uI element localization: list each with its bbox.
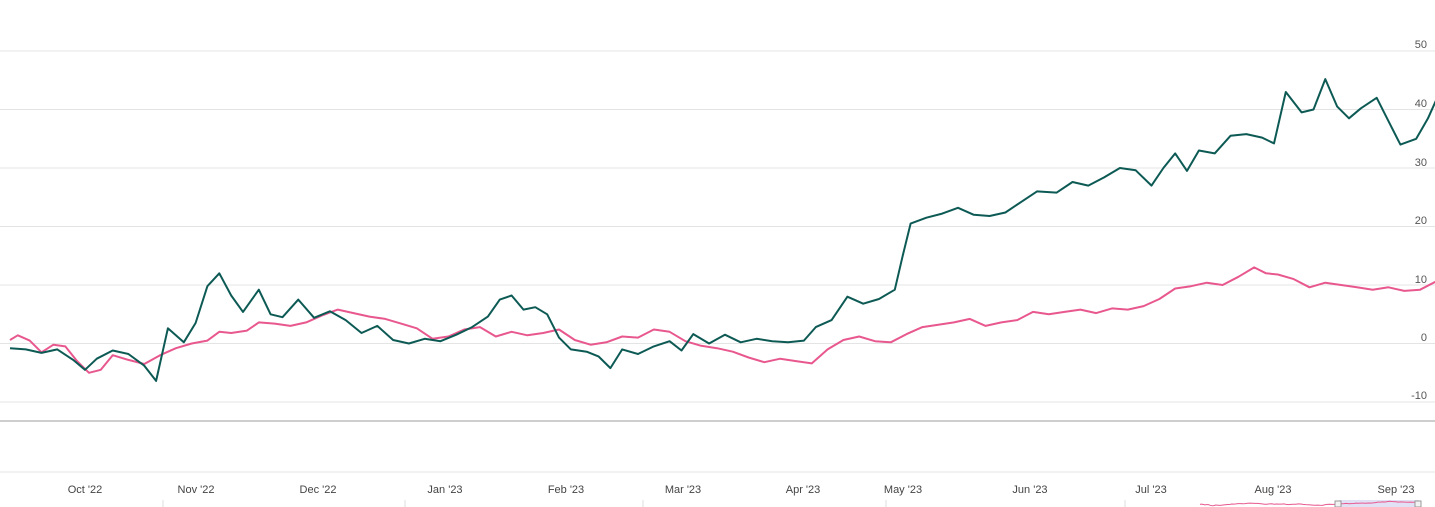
y-tick-label: 20	[1415, 215, 1427, 227]
x-tick-label: Nov '22	[178, 484, 215, 496]
y-tick-label: 10	[1415, 274, 1427, 286]
x-tick-label: Mar '23	[665, 484, 701, 496]
x-tick-label: Dec '22	[300, 484, 337, 496]
x-tick-label: Aug '23	[1255, 484, 1292, 496]
navigator-series-line	[1199, 500, 1421, 507]
x-tick-label: Oct '22	[68, 484, 103, 496]
navigator-left-handle[interactable]	[1334, 500, 1342, 507]
grid-lines	[0, 50, 1435, 403]
series-line-primary	[9, 78, 1435, 382]
y-tick-label: 0	[1421, 332, 1427, 344]
y-tick-label: -10	[1411, 390, 1427, 402]
navigator-right-handle[interactable]	[1414, 500, 1422, 507]
y-tick-label: 40	[1415, 98, 1427, 110]
x-tick-label: Jan '23	[427, 484, 462, 496]
x-tick-label: Feb '23	[548, 484, 584, 496]
series-line-secondary	[9, 266, 1435, 374]
y-tick-label: 50	[1415, 39, 1427, 51]
navigator-selection-mask[interactable]	[1339, 500, 1419, 507]
x-axis-labels: Oct '22 Nov '22 Dec '22 Jan '23 Feb '23 …	[68, 484, 1415, 496]
x-tick-label: May '23	[884, 484, 922, 496]
x-tick-label: Apr '23	[786, 484, 821, 496]
series-layer	[9, 78, 1435, 382]
x-tick-label: Jun '23	[1012, 484, 1047, 496]
y-axis-labels: 50 40 30 20 10 0 -10	[1411, 39, 1427, 402]
y-tick-label: 30	[1415, 157, 1427, 169]
navigator-strip[interactable]	[162, 500, 1422, 507]
x-tick-label: Jul '23	[1135, 484, 1166, 496]
x-tick-label: Sep '23	[1378, 484, 1415, 496]
